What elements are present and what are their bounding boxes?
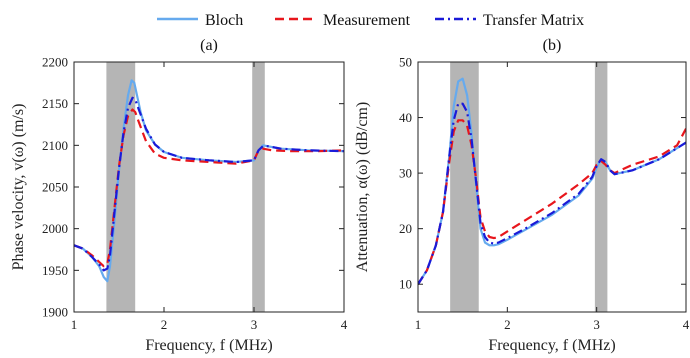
series-line-b-bloch — [418, 77, 686, 285]
series-line-a-measurement — [74, 108, 344, 268]
x-tick-label: 2 — [161, 317, 168, 332]
axes-frame-b — [417, 61, 687, 313]
x-axis-label-a: Frequency, f (MHz) — [145, 337, 272, 354]
y-tick-label: 40 — [399, 110, 412, 125]
legend-label-measurement: Measurement — [323, 12, 411, 29]
x-tick-label: 3 — [251, 317, 258, 332]
y-tick-label: 30 — [399, 166, 412, 181]
panel-title-b: (b) — [543, 37, 562, 54]
y-tick-label: 1950 — [42, 263, 68, 278]
series-line-a-transfer-matrix — [74, 96, 344, 272]
y-tick-label: 10 — [399, 277, 412, 292]
panel-title-a: (a) — [200, 37, 218, 54]
y-tick-label: 50 — [399, 55, 412, 70]
panel-a-phase-velocity: 1 2 3 4 1900 1950 2000 2050 2100 2150 2200 (a) Frequ… — [10, 37, 348, 354]
panel-b-attenuation: 1 2 3 4 10 20 30 40 50 (b) Frequency, f (MHz) Atten… — [354, 37, 690, 354]
legend-item-bloch: Bloch — [157, 12, 243, 29]
x-tick-label: 4 — [683, 317, 690, 332]
legend-item-measurement: Measurement — [275, 12, 411, 29]
y-tick-label: 2150 — [42, 96, 68, 111]
y-tick-label: 2000 — [42, 221, 68, 236]
stop-band-b-2 — [594, 62, 608, 312]
legend-label-bloch: Bloch — [205, 12, 243, 29]
x-tick-label: 3 — [593, 317, 600, 332]
stop-band-a-2 — [252, 62, 265, 312]
x-tick-label: 2 — [504, 317, 511, 332]
legend-item-transfer-matrix: Transfer Matrix — [435, 12, 584, 29]
series-line-b-transfer-matrix — [418, 102, 686, 285]
y-tick-label: 2050 — [42, 180, 68, 195]
y-tick-label: 1900 — [42, 305, 68, 320]
x-axis-label-b: Frequency, f (MHz) — [488, 337, 615, 354]
y-axis-label-a: Phase velocity, v(ω) (m/s) — [10, 104, 27, 271]
x-tick-label: 4 — [341, 317, 348, 332]
y-tick-label: 20 — [399, 221, 412, 236]
y-tick-label: 2100 — [42, 138, 68, 153]
legend-label-transfer-matrix: Transfer Matrix — [483, 12, 584, 29]
y-axis-label-b: Attenuation, α(ω) (dB/cm) — [354, 102, 371, 272]
legend: Bloch Measurement Transfer Matrix — [157, 12, 584, 29]
x-tick-label: 1 — [415, 317, 422, 332]
y-tick-label: 2200 — [42, 55, 68, 70]
x-tick-label: 1 — [71, 317, 78, 332]
